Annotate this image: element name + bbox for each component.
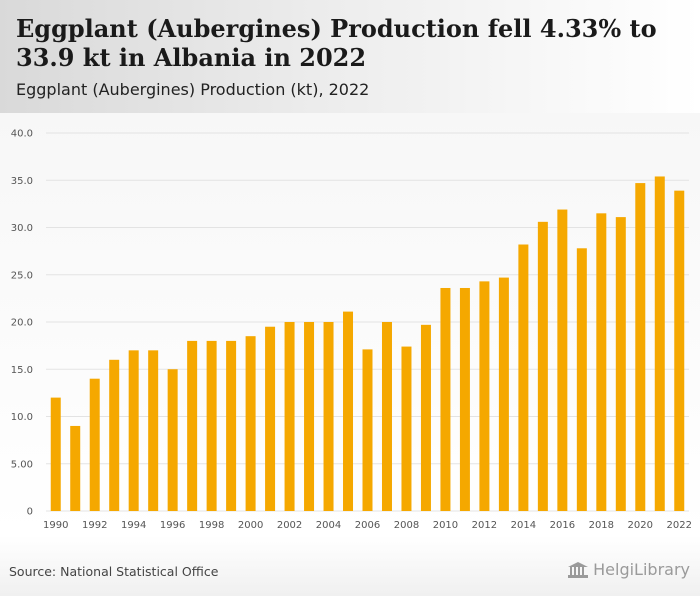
y-tick-label: 0 [27, 507, 33, 518]
x-tick-label: 2020 [628, 520, 653, 531]
x-tick-label: 2012 [472, 520, 497, 531]
y-axis-ticks: 0 5.00 10.0 15.0 20.0 25.0 30.0 35.0 40.0 [11, 129, 33, 518]
bar-2009 [420, 324, 431, 511]
x-tick-label: 1994 [121, 520, 146, 531]
x-tick-label: 2006 [355, 520, 380, 531]
bar-2006 [362, 349, 373, 511]
bar-2000 [245, 336, 256, 511]
bar-1998 [206, 340, 217, 511]
bar-1996 [167, 369, 178, 511]
y-tick-label: 25.0 [11, 270, 33, 281]
chart-title: Eggplant (Aubergines) Production fell 4.… [16, 14, 657, 72]
x-tick-label: 2010 [433, 520, 458, 531]
header-banner [0, 0, 700, 113]
bar-1994 [128, 350, 139, 511]
bar-2019 [615, 217, 626, 511]
bar-1993 [109, 359, 120, 511]
bar-2012 [479, 281, 490, 511]
y-tick-label: 35.0 [11, 176, 33, 187]
bar-1991 [70, 425, 81, 511]
y-tick-label: 20.0 [11, 318, 33, 329]
bar-2014 [518, 244, 529, 511]
x-tick-label: 1992 [82, 520, 107, 531]
bar-2001 [265, 326, 276, 511]
y-tick-label: 5.00 [11, 459, 33, 470]
y-tick-label: 40.0 [11, 129, 33, 140]
x-tick-label: 2008 [394, 520, 419, 531]
x-tick-label: 1990 [43, 520, 68, 531]
x-tick-label: 1996 [160, 520, 185, 531]
bar-2021 [654, 176, 665, 511]
source-note: Source: National Statistical Office [9, 564, 219, 579]
bar-2013 [498, 277, 509, 511]
bar-1999 [226, 340, 237, 511]
bar-2011 [459, 287, 470, 511]
brand-logo[interactable]: HelgiLibrary [567, 560, 690, 579]
bar-1992 [89, 378, 100, 511]
x-tick-label: 2004 [316, 520, 341, 531]
bar-2020 [635, 183, 646, 511]
bar-2003 [304, 322, 315, 511]
bar-1995 [148, 350, 159, 511]
chart-subtitle: Eggplant (Aubergines) Production (kt), 2… [16, 80, 370, 99]
bar-2018 [596, 213, 607, 511]
bar-2016 [557, 209, 568, 512]
bar-1997 [187, 340, 198, 511]
library-building-icon [568, 561, 589, 578]
y-tick-label: 30.0 [11, 223, 33, 234]
bar-2015 [537, 221, 548, 511]
x-tick-label: 2022 [667, 520, 692, 531]
x-axis-ticks: 1990 1992 1994 1996 1998 2000 2002 2004 2006 2008… [43, 520, 692, 531]
bar-1990 [50, 397, 61, 511]
bar-2010 [440, 287, 451, 511]
bars [50, 176, 685, 512]
bar-2002 [284, 322, 295, 511]
x-tick-label: 2018 [589, 520, 614, 531]
bar-2008 [401, 346, 412, 511]
bar-2022 [674, 190, 685, 511]
y-tick-label: 10.0 [11, 412, 33, 423]
x-tick-label: 2014 [511, 520, 536, 531]
x-tick-label: 2000 [238, 520, 263, 531]
bar-2005 [343, 311, 354, 511]
bar-2004 [323, 322, 334, 511]
x-tick-label: 2002 [277, 520, 302, 531]
y-tick-label: 15.0 [11, 365, 33, 376]
bar-2017 [576, 248, 587, 512]
brand-name: HelgiLibrary [593, 560, 690, 579]
bar-2007 [381, 322, 392, 511]
x-tick-label: 1998 [199, 520, 224, 531]
x-tick-label: 2016 [550, 520, 575, 531]
